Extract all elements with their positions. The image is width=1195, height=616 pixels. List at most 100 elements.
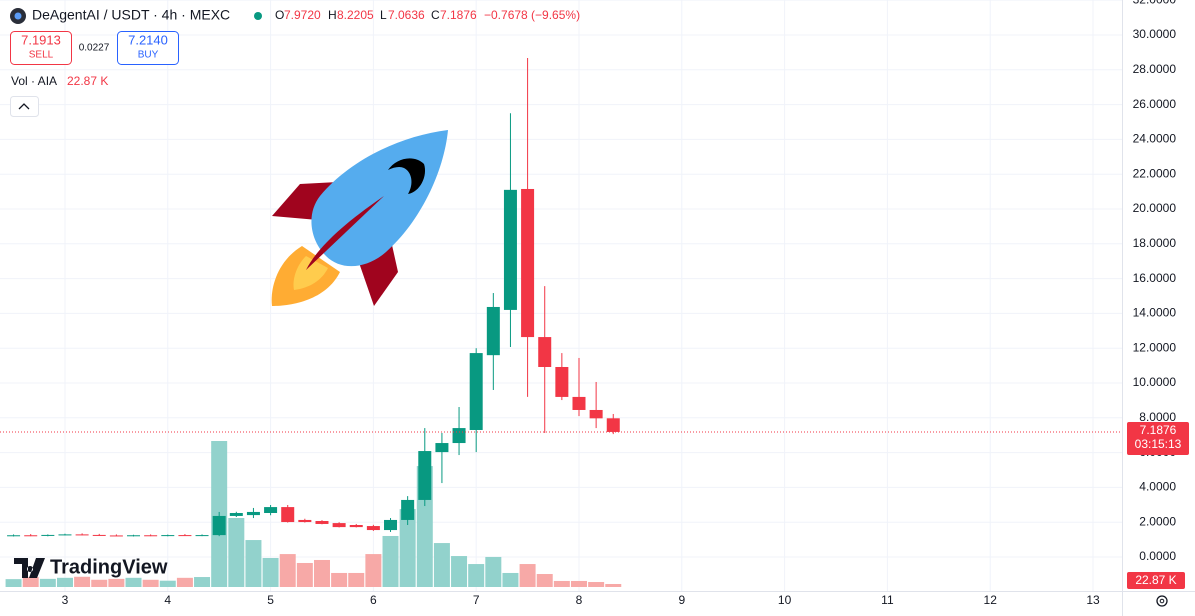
volume-bar [125,577,142,587]
candle-body [332,523,346,528]
candle-body [572,396,586,410]
y-tick-label: 26.0000 [1133,97,1177,111]
settings-gear-center[interactable] [1159,598,1165,604]
volume-bar [159,580,176,587]
status-dot [254,12,262,20]
rocket-icon [271,130,448,306]
candle-body [589,409,603,419]
ohlc-label: H [328,8,337,22]
symbol-logo-dot [14,12,22,20]
volume-bar [348,572,365,587]
y-tick-label: 22.0000 [1133,166,1177,180]
y-tick-label: 12.0000 [1133,340,1177,354]
candle-body [24,535,38,537]
sell-price[interactable]: 7.1913 [21,32,61,47]
volume-bar [468,564,485,587]
y-tick-label: 28.0000 [1133,62,1177,76]
y-tick-label: 10.0000 [1133,375,1177,389]
volume-bar [142,579,159,587]
candle-body [246,511,260,516]
x-tick-label: 12 [984,593,998,607]
sell-label[interactable]: SELL [29,50,54,61]
volume-bar [331,572,348,587]
candle-body [127,535,141,537]
candle-body [555,366,569,397]
volume-bar [194,577,211,587]
candle-body [109,535,123,537]
y-tick-label: 24.0000 [1133,132,1177,146]
sell-button[interactable] [10,31,72,65]
y-tick-label: 32.0000 [1133,0,1177,6]
last-price-label: 7.1876 [1140,423,1177,437]
axes: 0.00002.00004.00006.00008.000010.000012.… [62,0,1189,607]
ohlc-value: 8.2205 [337,8,374,22]
buy-button[interactable] [117,31,179,65]
buy-label[interactable]: BUY [138,50,159,61]
candle-body [435,443,449,453]
ohlc-label: C [431,8,440,22]
volume-bar [245,540,262,587]
tv-logo-mark [14,558,45,578]
volume-bar [296,562,313,587]
change: −0.7678 (−9.65%) [484,8,580,22]
volume-bar [502,572,519,587]
candle-body [401,499,415,520]
candle-body [521,188,535,338]
volume-bar [536,574,553,587]
candle-body [144,535,158,537]
x-tick-label: 5 [267,593,274,607]
volume-bar [5,579,22,587]
volume-bar [22,577,39,587]
candle-body [7,535,21,537]
volume-bar [519,564,536,587]
last-volume-box [1127,572,1185,589]
candle-body [178,535,192,537]
y-tick-label: 14.0000 [1133,306,1177,320]
ohlc-value: 7.9720 [284,8,321,22]
volume-bar [485,556,502,587]
countdown: 03:15:13 [1135,437,1182,451]
y-tick-label: 0.0000 [1139,549,1176,563]
candle-body [58,534,72,536]
volume-bar [56,577,73,587]
volume-bar [605,584,622,587]
x-tick-label: 4 [164,593,171,607]
buy-price[interactable]: 7.2140 [128,32,168,47]
x-tick-label: 6 [370,593,377,607]
settings-gear[interactable] [1156,595,1168,607]
volume-bar [570,580,587,587]
volume-bar [588,582,605,587]
y-tick-label: 20.0000 [1133,201,1177,215]
collapse-button[interactable] [10,96,39,117]
candle-body [538,337,552,367]
candle-body [212,515,226,536]
settings-icon[interactable] [1156,595,1168,607]
symbol-title: DeAgentAI / USDT · 4h · MEXC [32,7,230,23]
ohlc-label: O [275,8,284,22]
candle-body [606,418,620,432]
x-tick-label: 8 [576,593,583,607]
y-tick-label: 16.0000 [1133,271,1177,285]
candle-body [384,519,398,531]
last-volume-label: 22.87 K [1135,573,1176,587]
volume-bar [108,578,125,587]
x-tick-label: 11 [881,593,894,607]
grid [0,0,1122,592]
candle-body [349,525,363,528]
vol-value: 22.87 K [67,74,108,88]
candle-body [366,526,380,531]
collapse-icon[interactable] [18,103,30,110]
volume-bar [399,509,416,587]
volume-bar [91,579,108,587]
candle-body [298,519,312,523]
ohlc-value: 7.1876 [440,8,477,22]
candle-body [281,507,295,523]
candle-body [229,512,243,516]
candle-body [264,507,278,513]
volume-bar [365,554,382,587]
y-tick-label: 4.0000 [1139,480,1176,494]
candle-body [41,534,55,536]
last-price-box [1127,421,1189,455]
volume-bar [228,518,245,587]
